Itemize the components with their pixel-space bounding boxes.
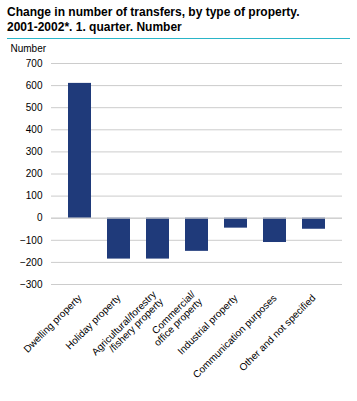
svg-text:−100: −100 bbox=[20, 235, 43, 246]
svg-text:300: 300 bbox=[26, 146, 43, 157]
svg-text:−200: −200 bbox=[20, 257, 43, 268]
svg-text:700: 700 bbox=[26, 58, 43, 69]
svg-text:Other and not specified: Other and not specified bbox=[237, 292, 318, 373]
svg-text:500: 500 bbox=[26, 102, 43, 113]
svg-text:0: 0 bbox=[37, 212, 43, 223]
svg-text:100: 100 bbox=[26, 190, 43, 201]
svg-text:400: 400 bbox=[26, 124, 43, 135]
svg-text:−300: −300 bbox=[20, 279, 43, 290]
svg-text:Number: Number bbox=[11, 43, 47, 54]
svg-text:600: 600 bbox=[26, 80, 43, 91]
svg-text:200: 200 bbox=[26, 168, 43, 179]
